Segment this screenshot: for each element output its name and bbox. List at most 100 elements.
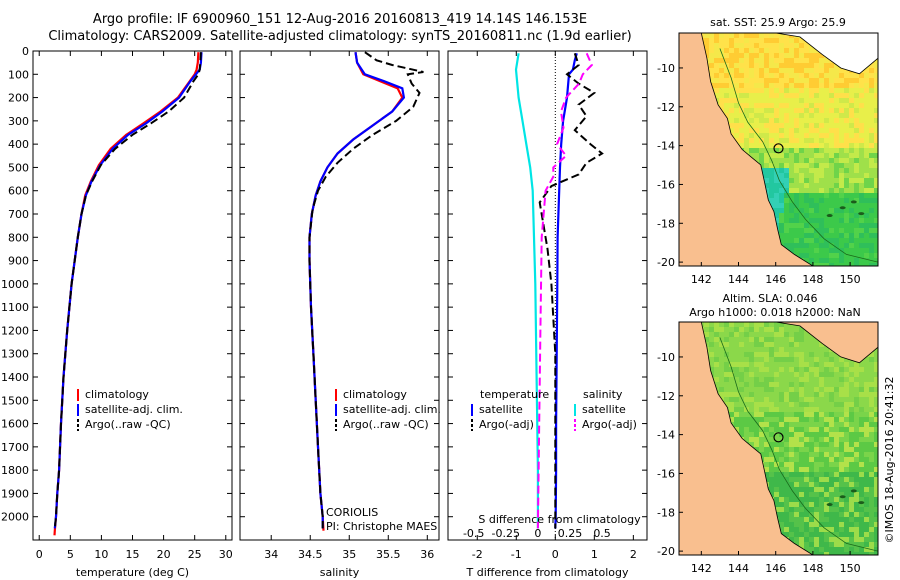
map-cell	[864, 153, 870, 159]
map-cell	[864, 248, 870, 254]
map-cell	[794, 482, 800, 488]
map-cell	[774, 327, 780, 333]
map-y-tick-label: -12	[657, 101, 675, 114]
map-cell	[789, 203, 795, 209]
map-cell	[794, 228, 800, 234]
map-cell	[829, 432, 835, 438]
map-cell	[874, 143, 878, 149]
map-cell	[854, 193, 860, 199]
map-cell	[859, 193, 865, 199]
map-cell	[814, 203, 820, 209]
map-cell	[794, 108, 800, 114]
map-cell	[769, 417, 775, 423]
map-cell	[784, 322, 790, 328]
map-cell	[844, 183, 850, 189]
map-cell	[774, 48, 780, 54]
legend-label: Argo(..raw -QC)	[85, 418, 171, 431]
map-cell	[769, 327, 775, 333]
map-cell	[864, 502, 870, 508]
map-cell	[849, 382, 855, 388]
map-cell	[794, 188, 800, 194]
map-cell	[804, 362, 810, 368]
map-cell	[789, 233, 795, 239]
map-cell	[764, 347, 770, 353]
map-cell	[794, 198, 800, 204]
map-cell	[834, 542, 840, 548]
map-cell	[859, 128, 865, 134]
map-cell	[854, 482, 860, 488]
map-cell	[799, 178, 805, 184]
map-cell	[774, 442, 780, 448]
map-cell	[829, 243, 835, 249]
map-cell	[874, 432, 878, 438]
map-cell	[724, 327, 730, 333]
map-cell	[789, 337, 795, 343]
map-cell	[849, 118, 855, 124]
map-cell	[864, 113, 870, 119]
x-tick-label: 30	[219, 548, 233, 561]
map-cell	[774, 492, 780, 498]
map-cell	[784, 367, 790, 373]
map-cell	[779, 78, 785, 84]
map-cell	[769, 412, 775, 418]
map-cell	[764, 392, 770, 398]
map-cell	[844, 93, 850, 99]
map-cell	[769, 422, 775, 428]
map-cell	[839, 417, 845, 423]
map-cell	[849, 108, 855, 114]
map-cell	[864, 477, 870, 483]
map-cell	[849, 98, 855, 104]
map-cell	[824, 193, 830, 199]
map-cell	[744, 43, 750, 49]
map-cell	[874, 133, 878, 139]
map-cell	[719, 63, 725, 69]
map-cell	[814, 153, 820, 159]
map-cell	[819, 218, 825, 224]
map-cell	[839, 472, 845, 478]
map-cell	[854, 392, 860, 398]
map-cell	[814, 427, 820, 433]
map-cell	[724, 322, 730, 328]
map-cell	[874, 447, 878, 453]
map-cell	[799, 253, 805, 259]
map-cell	[809, 73, 815, 79]
map-cell	[854, 407, 860, 413]
map-cell	[874, 163, 878, 169]
map-cell	[789, 512, 795, 518]
map-cell	[809, 377, 815, 383]
map-y-tick-label: -12	[657, 390, 675, 403]
map-cell	[854, 253, 860, 259]
map-cell	[794, 138, 800, 144]
map-cell	[849, 392, 855, 398]
map-cell	[759, 422, 765, 428]
map-cell	[874, 153, 878, 159]
map-cell	[859, 497, 865, 503]
map-cell	[864, 362, 870, 368]
map-cell	[854, 183, 860, 189]
map-cell	[754, 447, 760, 453]
map-cell	[799, 98, 805, 104]
map-cell	[834, 163, 840, 169]
map-cell	[794, 327, 800, 333]
map-cell	[724, 392, 730, 398]
map-cell	[789, 417, 795, 423]
map-cell	[819, 153, 825, 159]
map-cell	[774, 402, 780, 408]
map-cell	[819, 113, 825, 119]
map-cell	[794, 362, 800, 368]
map-cell	[704, 327, 710, 333]
map-cell	[704, 43, 710, 49]
map-cell	[829, 532, 835, 538]
map-cell	[784, 402, 790, 408]
map-cell	[769, 83, 775, 89]
map-cell	[749, 78, 755, 84]
map-cell	[774, 472, 780, 478]
map-cell	[829, 362, 835, 368]
map-cell	[754, 133, 760, 139]
map-cell	[764, 83, 770, 89]
map-cell	[779, 123, 785, 129]
map-cell	[709, 48, 715, 54]
map-cell	[799, 203, 805, 209]
map-cell	[859, 457, 865, 463]
map-cell	[769, 442, 775, 448]
